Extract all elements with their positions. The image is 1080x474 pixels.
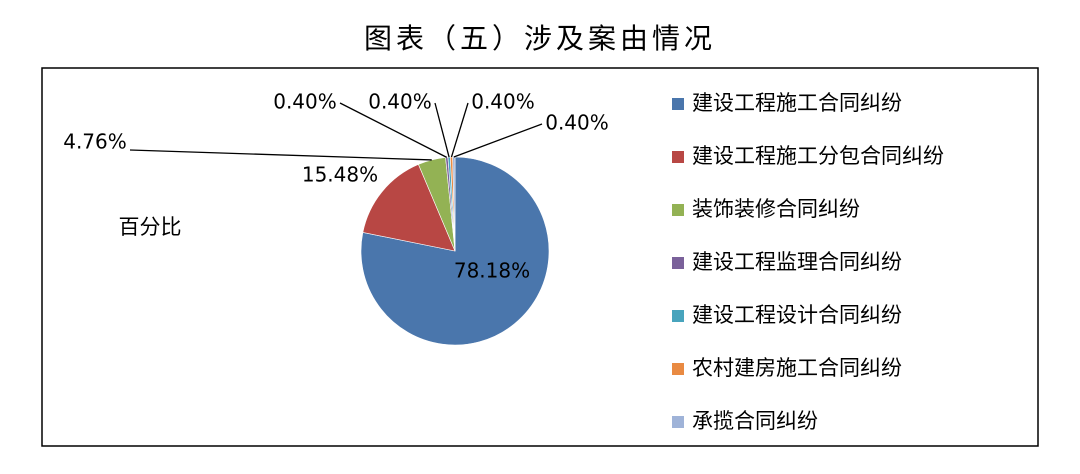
data-label: 78.18% [454,259,530,283]
legend-swatch [672,310,684,322]
leader-line [129,149,432,161]
chart-frame [41,67,1039,447]
legend-swatch [672,98,684,110]
leader-line [453,123,543,158]
legend-label: 建设工程监理合同纠纷 [692,250,902,274]
legend-swatch [672,257,684,269]
legend-label: 建设工程施工分包合同纠纷 [692,144,944,168]
legend-label: 建设工程设计合同纠纷 [692,303,902,327]
leader-line [339,102,448,158]
pie-slice [362,164,456,252]
data-label: 0.40% [545,111,609,135]
legend-swatch [672,363,684,375]
data-label: 0.40% [368,90,432,114]
leader-line [434,102,450,158]
legend-swatch [672,151,684,163]
legend-swatch [672,416,684,428]
data-label: 4.76% [63,130,127,154]
legend-label: 承揽合同纠纷 [692,409,818,433]
legend-label: 装饰装修合同纠纷 [692,197,860,221]
data-label: 0.40% [273,90,337,114]
data-label: 15.48% [302,163,378,187]
leader-line [450,102,469,158]
data-label: 0.40% [471,90,535,114]
legend-swatch [672,204,684,216]
chart-title: 图表（五）涉及案由情况 [364,22,716,55]
legend-label: 建设工程施工合同纠纷 [692,91,902,115]
series-name: 百分比 [119,215,182,239]
legend-label: 农村建房施工合同纠纷 [692,356,902,380]
